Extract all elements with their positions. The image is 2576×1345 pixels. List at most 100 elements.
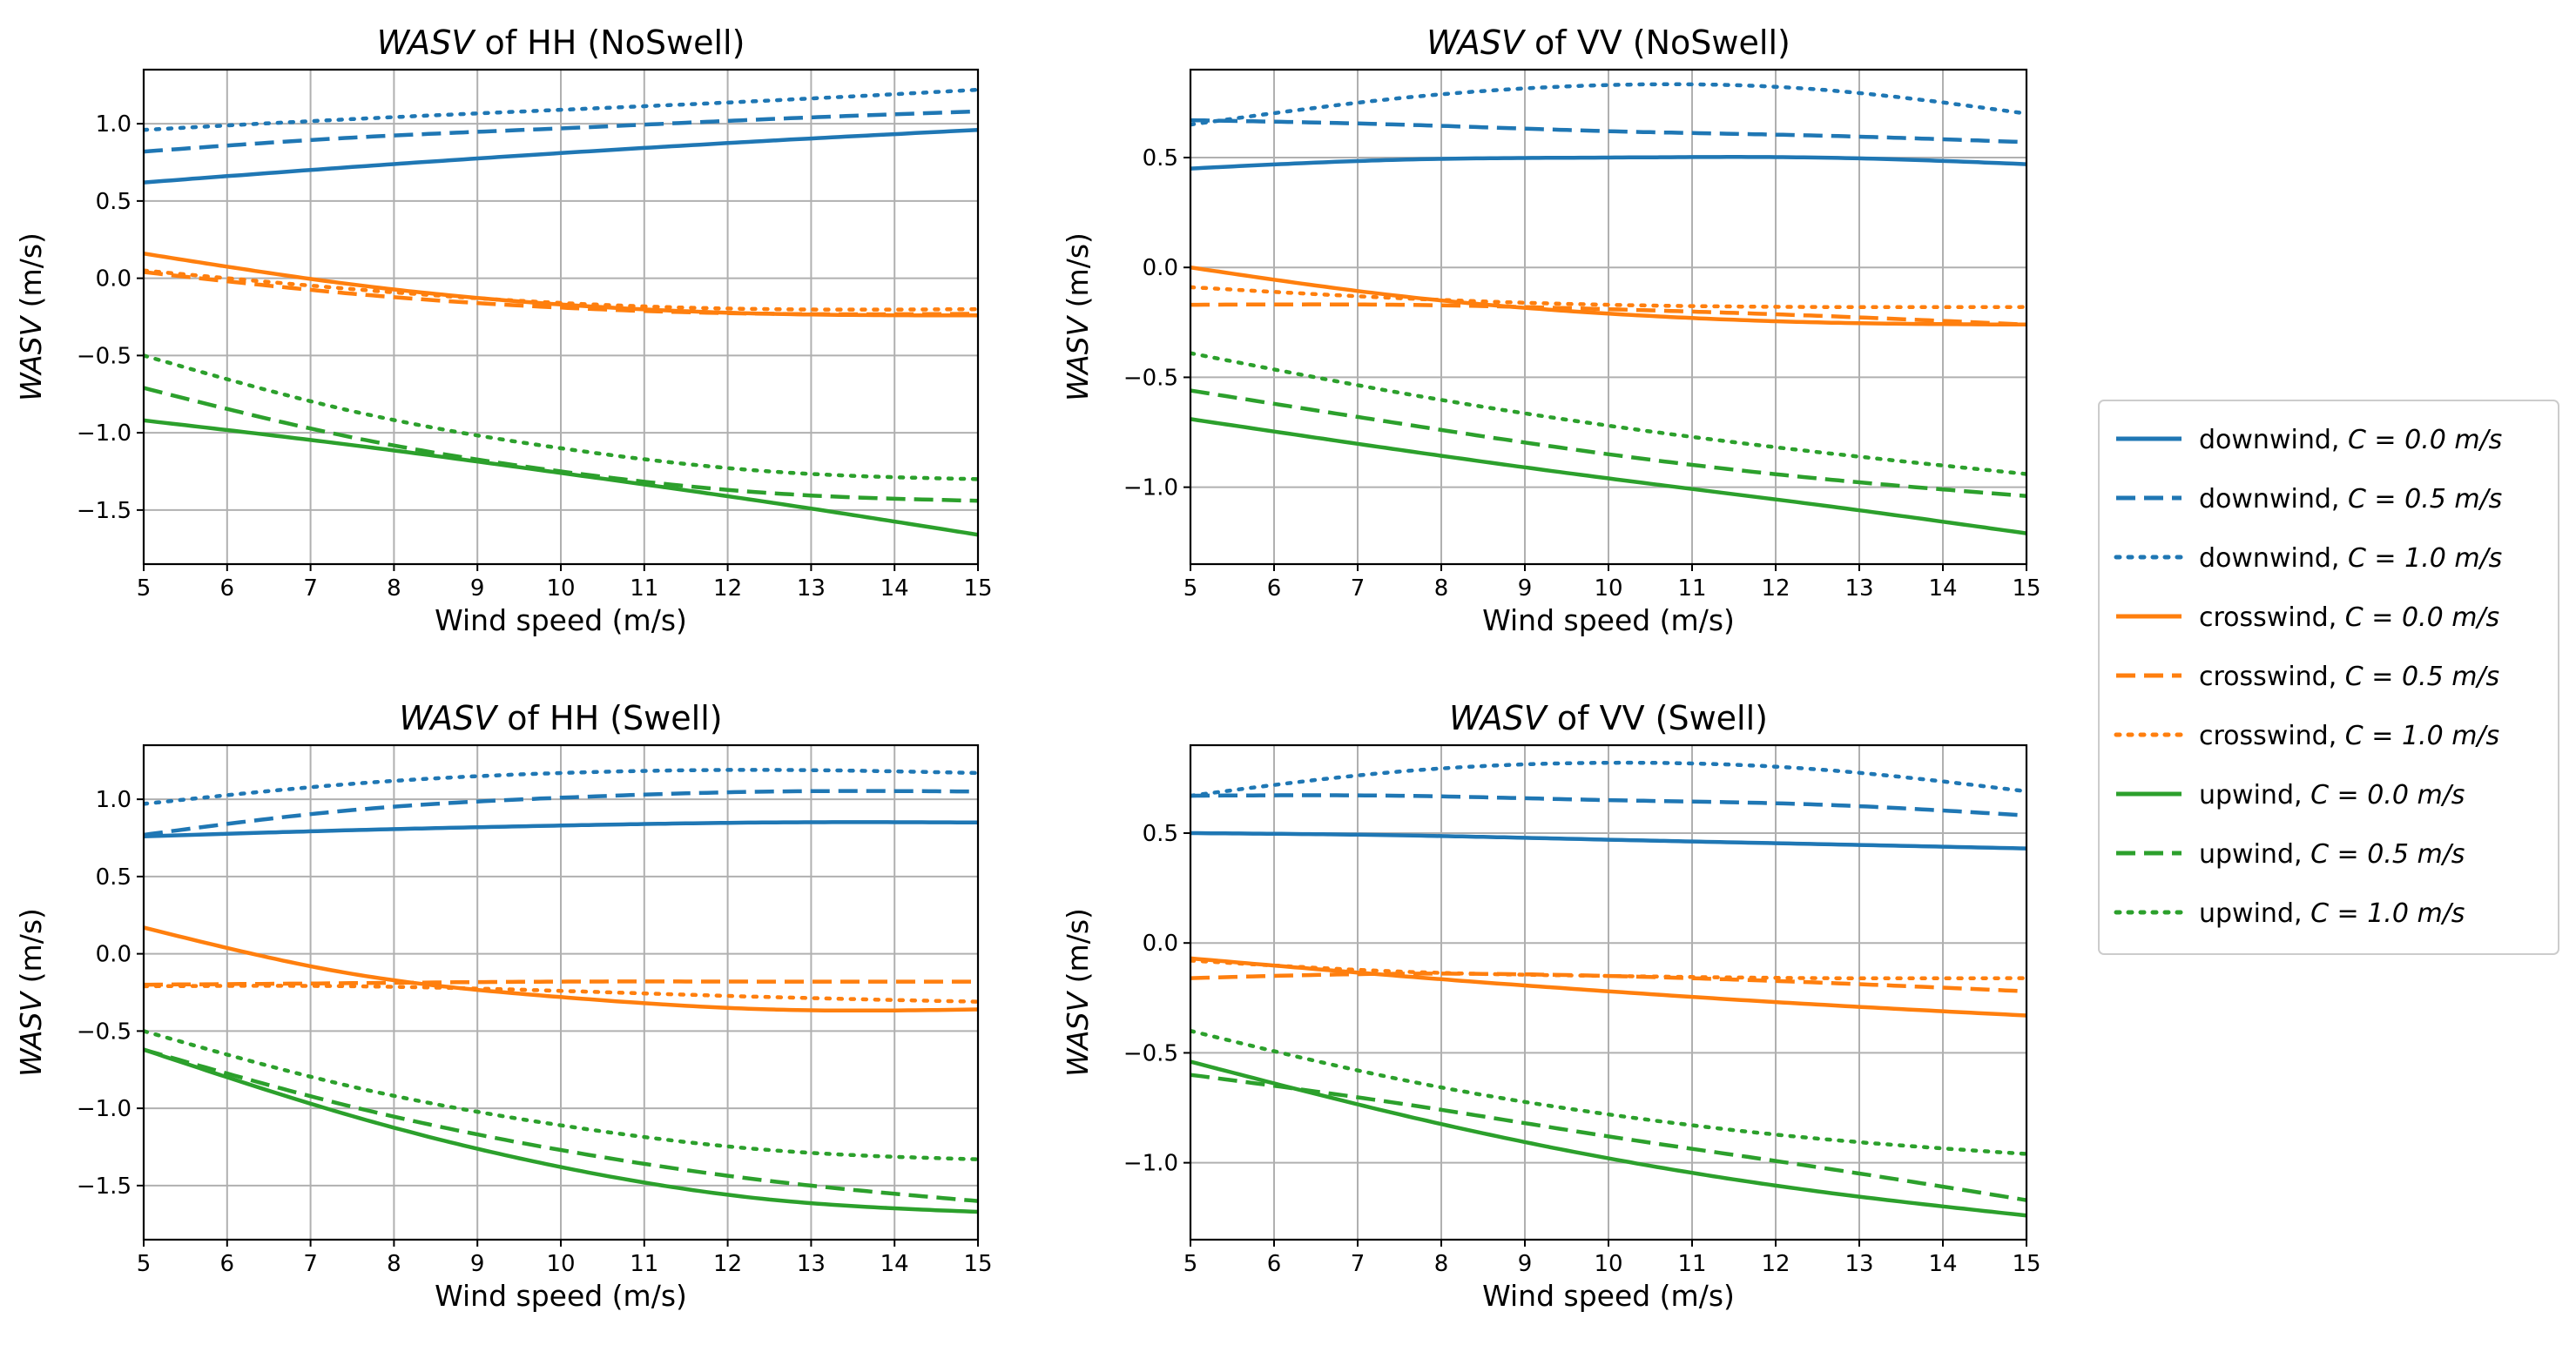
series-line-1 [1190, 155, 2026, 171]
y-axis-label-italic: WASV [1061, 990, 1095, 1077]
chart-title-rest: of VV (Swell) [1547, 699, 1768, 737]
legend-label: downwind, C = 0.5 m/s [2199, 484, 2502, 514]
y-tick-label: −0.5 [1123, 365, 1178, 391]
x-tick-label: 14 [880, 575, 909, 602]
legend-item: crosswind, C = 0.5 m/s [2116, 662, 2499, 692]
series-line-6 [144, 268, 978, 312]
x-tick-label: 8 [1434, 1251, 1449, 1277]
y-tick-label: −0.5 [77, 1019, 131, 1045]
legend-item: downwind, C = 0.5 m/s [2116, 484, 2502, 514]
y-tick-label: 0.0 [96, 942, 131, 968]
legend-label: downwind, C = 1.0 m/s [2199, 543, 2502, 574]
legend-label-math: C = 0.0 m/s [2348, 425, 2502, 455]
legend-label-text: upwind, [2199, 780, 2310, 810]
legend-label: crosswind, C = 0.0 m/s [2199, 602, 2499, 633]
series-line-2 [144, 109, 978, 154]
y-tick-label: −0.5 [77, 343, 131, 369]
series-line-9 [144, 1029, 978, 1161]
x-axis-label: Wind speed (m/s) [1482, 1279, 1735, 1313]
legend-item: crosswind, C = 1.0 m/s [2114, 721, 2499, 751]
y-tick-label: −0.5 [1123, 1040, 1178, 1066]
legend-item: upwind, C = 1.0 m/s [2114, 898, 2465, 929]
series-line-1 [144, 820, 978, 838]
series-line-5 [144, 270, 978, 317]
legend-item: downwind, C = 0.0 m/s [2116, 425, 2502, 455]
chart-title-rest: of HH (NoSwell) [474, 24, 745, 62]
y-tick-label: 1.0 [96, 111, 131, 138]
chart-panel-1: 5 6 7 8 9 10 11 12 13 14 15 −1.5 −1.0 −0.5 0.0 0.5 1.0 WA… [14, 24, 993, 637]
series-line-5 [1190, 302, 2026, 327]
x-tick-label: 5 [1183, 575, 1198, 602]
x-tick-label: 13 [797, 1251, 826, 1277]
x-tick-label: 10 [1594, 575, 1622, 602]
series-line-2 [144, 789, 978, 837]
x-tick-label: 6 [220, 1251, 235, 1277]
series-line-4 [144, 925, 978, 1013]
series-line-6 [144, 984, 978, 1004]
series-line-9 [144, 353, 978, 481]
y-axis-label: WASV (m/s) [14, 232, 48, 401]
x-tick-label: 14 [1928, 1251, 1957, 1277]
x-tick-label: 6 [220, 575, 235, 602]
x-tick-label: 9 [1518, 575, 1533, 602]
legend-label-math: C = 0.5 m/s [2345, 662, 2499, 692]
x-tick-label: 7 [303, 1251, 318, 1277]
legend-label-text: downwind, [2199, 425, 2348, 455]
x-tick-label: 7 [303, 575, 318, 602]
y-axis-label-rest: (m/s) [1061, 232, 1095, 317]
x-tick-label: 7 [1351, 575, 1366, 602]
series-line-4 [1190, 956, 2026, 1018]
y-axis-label: WASV (m/s) [1061, 232, 1095, 401]
legend-label-math: C = 1.0 m/s [2348, 543, 2502, 574]
legend-frame [2098, 400, 2559, 955]
y-tick-label: 1.0 [96, 787, 131, 813]
series-line-3 [144, 87, 978, 132]
chart-title: WASV of VV (Swell) [1449, 699, 1768, 737]
x-tick-label: 5 [137, 1251, 152, 1277]
series-line-7 [1190, 1059, 2026, 1218]
series-line-9 [1190, 1028, 2026, 1156]
series-line-3 [1190, 760, 2026, 798]
x-tick-label: 13 [797, 575, 826, 602]
x-tick-label: 10 [546, 575, 575, 602]
legend-label-text: upwind, [2199, 839, 2310, 870]
x-tick-label: 15 [2012, 1251, 2040, 1277]
y-tick-label: 0.5 [1143, 821, 1178, 847]
legend-label-math: C = 0.5 m/s [2310, 839, 2465, 870]
legend-label: upwind, C = 1.0 m/s [2199, 898, 2465, 929]
x-tick-label: 11 [630, 575, 658, 602]
chart-title-rest: of HH (Swell) [496, 699, 722, 737]
legend-label: crosswind, C = 1.0 m/s [2199, 721, 2499, 751]
y-tick-label: 0.5 [96, 864, 131, 891]
x-tick-label: 7 [1351, 1251, 1366, 1277]
x-tick-label: 12 [713, 575, 742, 602]
x-axis-label: Wind speed (m/s) [435, 603, 687, 637]
x-tick-label: 10 [546, 1251, 575, 1277]
legend-item: crosswind, C = 0.0 m/s [2116, 602, 2499, 633]
series-line-1 [1190, 831, 2026, 851]
legend-label: downwind, C = 0.0 m/s [2199, 425, 2502, 455]
legend-label: crosswind, C = 0.5 m/s [2199, 662, 2499, 692]
legend-label: upwind, C = 0.0 m/s [2199, 780, 2465, 810]
legend-item: downwind, C = 1.0 m/s [2114, 543, 2502, 574]
y-axis-label-rest: (m/s) [14, 908, 48, 992]
series-line-8 [1190, 388, 2026, 498]
x-tick-label: 9 [1518, 1251, 1533, 1277]
y-tick-label: −1.5 [77, 498, 131, 524]
x-tick-label: 5 [1183, 1251, 1198, 1277]
legend-label-text: upwind, [2199, 898, 2310, 929]
legend-item: upwind, C = 0.0 m/s [2116, 780, 2465, 810]
legend-label-text: downwind, [2199, 543, 2348, 574]
series-line-8 [144, 386, 978, 503]
x-tick-label: 14 [880, 1251, 909, 1277]
legend-label-text: downwind, [2199, 484, 2348, 514]
series-line-2 [1190, 118, 2026, 145]
series-line-3 [1190, 82, 2026, 127]
chart-title: WASV of HH (NoSwell) [377, 24, 745, 62]
x-tick-label: 8 [1434, 575, 1449, 602]
y-tick-label: 0.0 [1143, 931, 1178, 957]
series-line-4 [1190, 265, 2026, 327]
legend-label-text: crosswind, [2199, 602, 2345, 633]
x-tick-label: 14 [1928, 575, 1957, 602]
